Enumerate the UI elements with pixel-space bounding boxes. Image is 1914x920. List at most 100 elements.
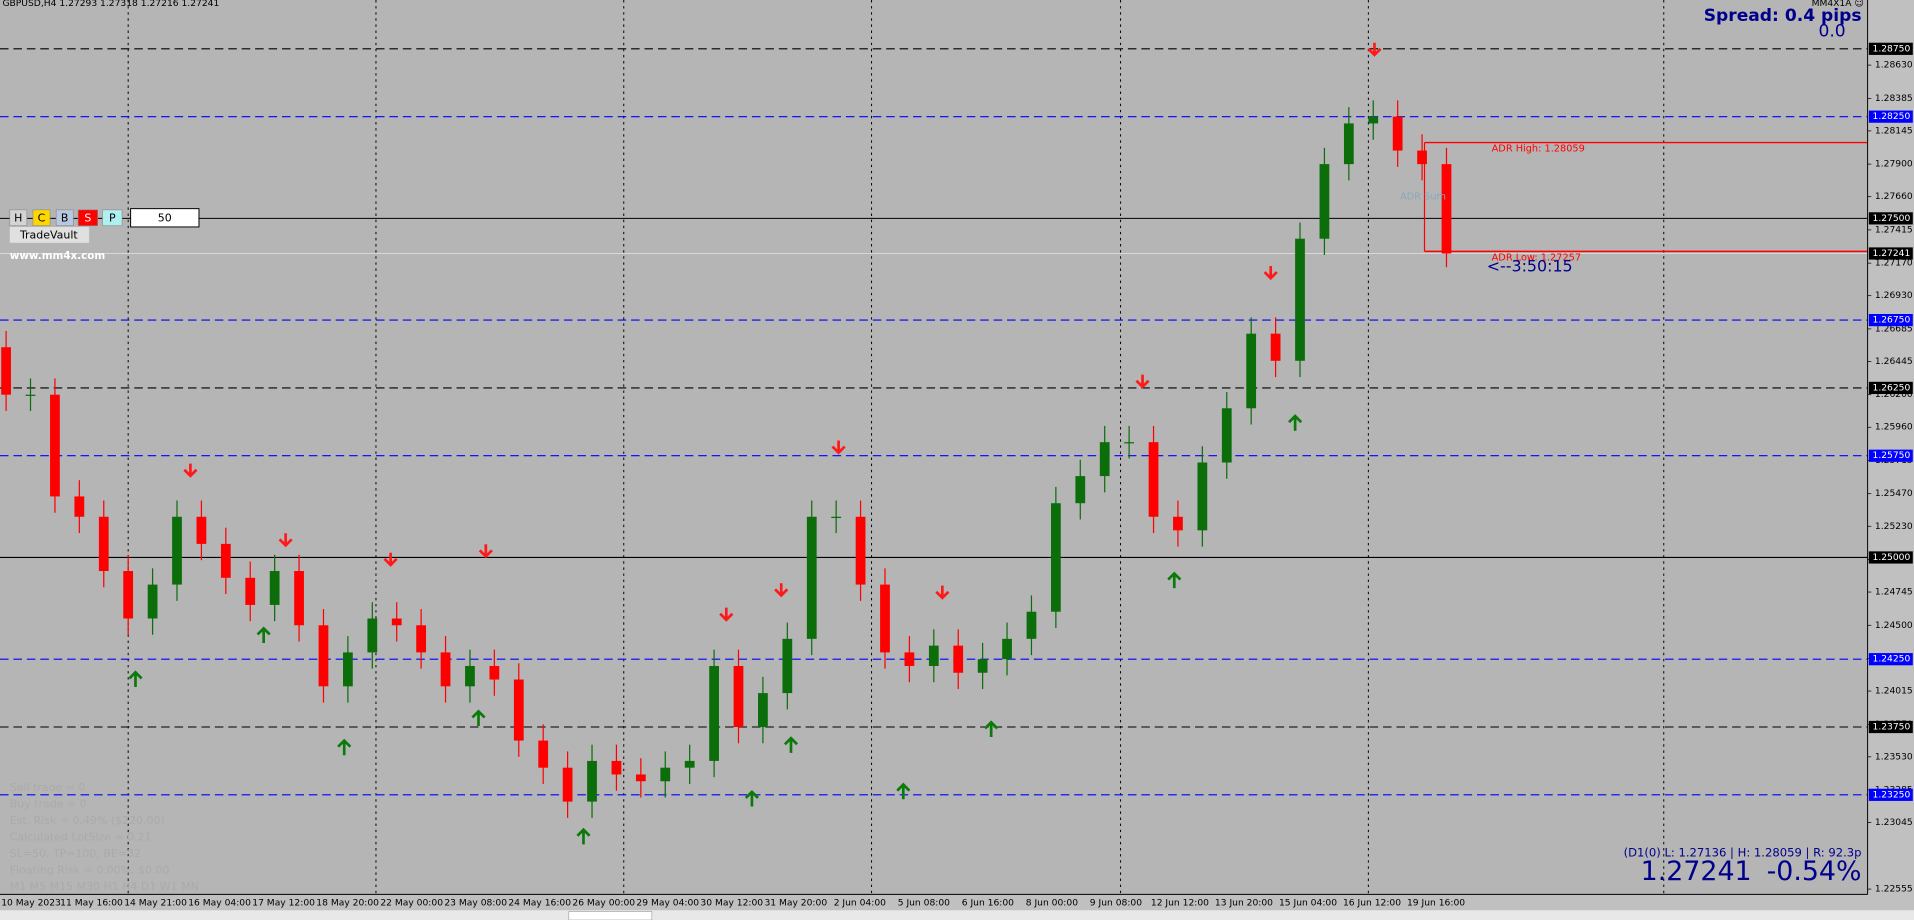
candle-body (1124, 442, 1134, 444)
y-tick-label: 1.25230 (1875, 522, 1913, 532)
adr-label: ADR Low: 1.27257 (1492, 252, 1581, 263)
candle-body (538, 740, 549, 768)
risk-line: Sell trade = 0 (10, 781, 86, 794)
candle-body (172, 516, 182, 585)
candle-body (1148, 442, 1159, 517)
current-price-bg (1868, 247, 1913, 260)
button[interactable]: B (61, 211, 69, 224)
x-tick-label: 19 Jun 16:00 (1407, 898, 1465, 908)
y-tick-label: 1.24500 (1875, 621, 1913, 631)
candle-body (489, 665, 500, 680)
brand-bg (9, 226, 90, 243)
candle-body (1026, 611, 1037, 639)
button[interactable]: C (38, 211, 46, 224)
risk-line: Buy trade = 0 (10, 798, 87, 811)
y-tick-label: 1.23530 (1875, 752, 1913, 762)
risk-line: M1 M5 M15 M30 H1 H4 D1 W1 MN (10, 880, 199, 893)
candles (1, 100, 1452, 818)
control-panel: H C B S P 50 TradeVault www.mm4x.com (9, 208, 200, 262)
button[interactable]: H (14, 211, 22, 224)
x-tick-label: 10 May 2023 (1, 898, 61, 908)
candle-body (1343, 123, 1354, 165)
x-tick-label: 18 May 20:00 (316, 898, 379, 908)
y-tick-label: 1.26930 (1875, 291, 1913, 301)
y-tick-label: 1.26445 (1875, 357, 1913, 367)
y-tick-label: 1.24015 (1875, 687, 1913, 697)
y-tick-label: 1.27170 (1875, 259, 1913, 269)
candle-body (1, 347, 11, 395)
candle-body (758, 693, 768, 728)
candle-body (611, 760, 622, 775)
candle-body (1417, 150, 1427, 165)
candle-body (928, 645, 939, 666)
candle-body (391, 618, 402, 626)
risk-line: SL=50, TP=100, BE=32 (10, 847, 141, 860)
candle-body (1099, 442, 1110, 477)
tab-bar (0, 910, 1914, 920)
x-tick-label: 16 May 04:00 (188, 898, 251, 908)
x-tick-label: 31 May 20:00 (764, 898, 827, 908)
candle-body (294, 571, 304, 626)
plot-area (0, 0, 1868, 895)
x-tick-label: 9 Jun 08:00 (1090, 898, 1142, 908)
y-tick-label: 1.28385 (1875, 94, 1913, 104)
y-tick-label: 1.27660 (1875, 192, 1913, 202)
current-price-label: 1.27241 (1872, 249, 1910, 259)
candle-body (123, 571, 134, 619)
candle-body (562, 767, 573, 802)
badge: MM4X1A ☺ (1812, 0, 1864, 9)
level-label-bg (1868, 110, 1913, 123)
spread-value: 0.0 (1818, 22, 1845, 42)
x-tick-label: 2 Jun 04:00 (834, 898, 886, 908)
candle-body (1221, 408, 1232, 463)
website: www.mm4x.com (10, 250, 105, 262)
candle-body (709, 665, 719, 761)
level-label-bg (1868, 381, 1913, 395)
button-bg (9, 209, 28, 227)
y-tick-label: 1.24745 (1875, 588, 1913, 598)
candle-body (318, 625, 329, 687)
y-tick-label: 1.23045 (1875, 818, 1913, 828)
level-label: 1.23250 (1872, 790, 1910, 800)
level-label-bg (1868, 653, 1913, 666)
spread: Spread: 0.4 pips (1704, 6, 1862, 26)
candle-body (782, 638, 793, 694)
x-tick-label: 24 May 16:00 (508, 898, 571, 908)
candle-body (1197, 462, 1208, 531)
candle-body (343, 652, 353, 687)
level-label: 1.25750 (1872, 451, 1910, 461)
level-label-bg (1868, 551, 1913, 564)
candle-body (465, 665, 475, 687)
candle-body (1319, 164, 1330, 239)
candle-body (147, 584, 158, 619)
button-bg (32, 209, 51, 227)
candle-body (74, 496, 85, 517)
adr-label: ADR High: 1.28059 (1492, 144, 1585, 155)
candle-body (220, 543, 231, 578)
level-label-bg (1868, 212, 1913, 225)
level-label: 1.27500 (1872, 214, 1910, 224)
x-tick-label: 5 Jun 08:00 (898, 898, 950, 908)
y-tick-label: 1.25960 (1875, 423, 1913, 433)
button[interactable]: P (109, 211, 116, 224)
x-tick-label: 29 May 04:00 (636, 898, 699, 908)
y-tick-label: 1.22555 (1875, 885, 1913, 895)
candle-body (196, 516, 207, 544)
adr-sum: ADR Sum (1400, 191, 1446, 202)
x-tick-label: 8 Jun 00:00 (1026, 898, 1078, 908)
signals (128, 42, 1382, 845)
x-tick-label: 16 Jun 12:00 (1343, 898, 1401, 908)
candle-body (1173, 516, 1183, 531)
button[interactable]: S (84, 211, 91, 224)
level-label: 1.28250 (1872, 112, 1910, 122)
lot-input[interactable]: 50 (158, 211, 172, 224)
x-tick-label: 23 May 08:00 (444, 898, 507, 908)
candle-body (855, 516, 866, 585)
risk-line: Floating Risk = 0.00%, $0.00 (10, 864, 170, 877)
y-tick-label: 1.27415 (1875, 225, 1913, 235)
lot-input-box[interactable] (130, 208, 200, 228)
x-tick-label: 11 May 16:00 (60, 898, 123, 908)
countdown: <--3:50:15 (1487, 257, 1573, 276)
tab[interactable] (568, 911, 653, 920)
